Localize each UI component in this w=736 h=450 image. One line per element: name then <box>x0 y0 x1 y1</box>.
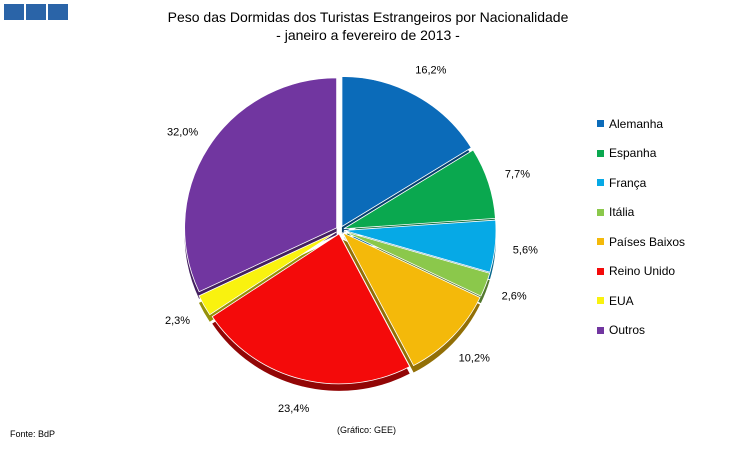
legend-swatch <box>597 326 604 334</box>
legend-label: Reino Unido <box>609 264 676 279</box>
credit-note: (Gráfico: GEE) <box>337 425 397 435</box>
legend-item: Espanha <box>597 139 685 169</box>
legend-item: França <box>597 168 685 198</box>
pie-slice <box>184 77 338 293</box>
legend-swatch <box>597 208 604 216</box>
pie-slice <box>198 231 337 316</box>
legend-item: Alemanha <box>597 109 685 139</box>
legend-swatch <box>597 267 604 275</box>
pie-data-label: 5,6% <box>513 245 538 257</box>
logo-block <box>48 4 68 20</box>
legend-label: França <box>609 175 647 190</box>
legend-label: Espanha <box>609 146 657 161</box>
logo-block <box>26 4 46 20</box>
legend-swatch <box>597 120 604 128</box>
chart-subtitle: - janeiro a fevereiro de 2013 - <box>276 27 460 43</box>
pie-data-label: 2,6% <box>502 291 527 303</box>
legend-label: Outros <box>609 323 646 338</box>
legend-swatch <box>597 149 604 157</box>
chart-title: Peso das Dormidas dos Turistas Estrangei… <box>167 9 569 25</box>
pie-slice <box>341 76 472 228</box>
logo <box>4 4 68 20</box>
pie-data-label: 7,7% <box>505 169 530 181</box>
logo-block <box>4 4 24 20</box>
legend-item: Países Baixos <box>597 227 685 257</box>
pie-data-label: 32,0% <box>167 126 198 138</box>
pie-data-label: 23,4% <box>278 403 309 415</box>
pie-slice <box>343 219 497 273</box>
legend-swatch <box>597 238 604 246</box>
legend-swatch <box>597 179 604 187</box>
pie-slice <box>341 231 481 367</box>
pie-data-label: 10,2% <box>459 353 490 365</box>
legend-item: Outros <box>597 316 685 346</box>
pie-slice <box>343 149 496 230</box>
legend-item: Itália <box>597 198 685 228</box>
legend-label: EUA <box>609 293 634 308</box>
legend-label: Itália <box>609 205 635 220</box>
pie-data-label: 16,2% <box>415 64 446 76</box>
pie-slice <box>343 231 491 297</box>
source-note: Fonte: BdP <box>10 429 56 439</box>
pie-slice <box>211 233 411 385</box>
legend-item: EUA <box>597 286 685 316</box>
legend-label: Alemanha <box>609 116 664 131</box>
legend-item: Reino Unido <box>597 257 685 287</box>
chart-legend: Alemanha Espanha França Itália Países Baixos… <box>597 109 685 345</box>
legend-label: Países Baixos <box>609 234 686 249</box>
pie-data-label: 2,3% <box>165 315 190 327</box>
legend-swatch <box>597 297 604 305</box>
